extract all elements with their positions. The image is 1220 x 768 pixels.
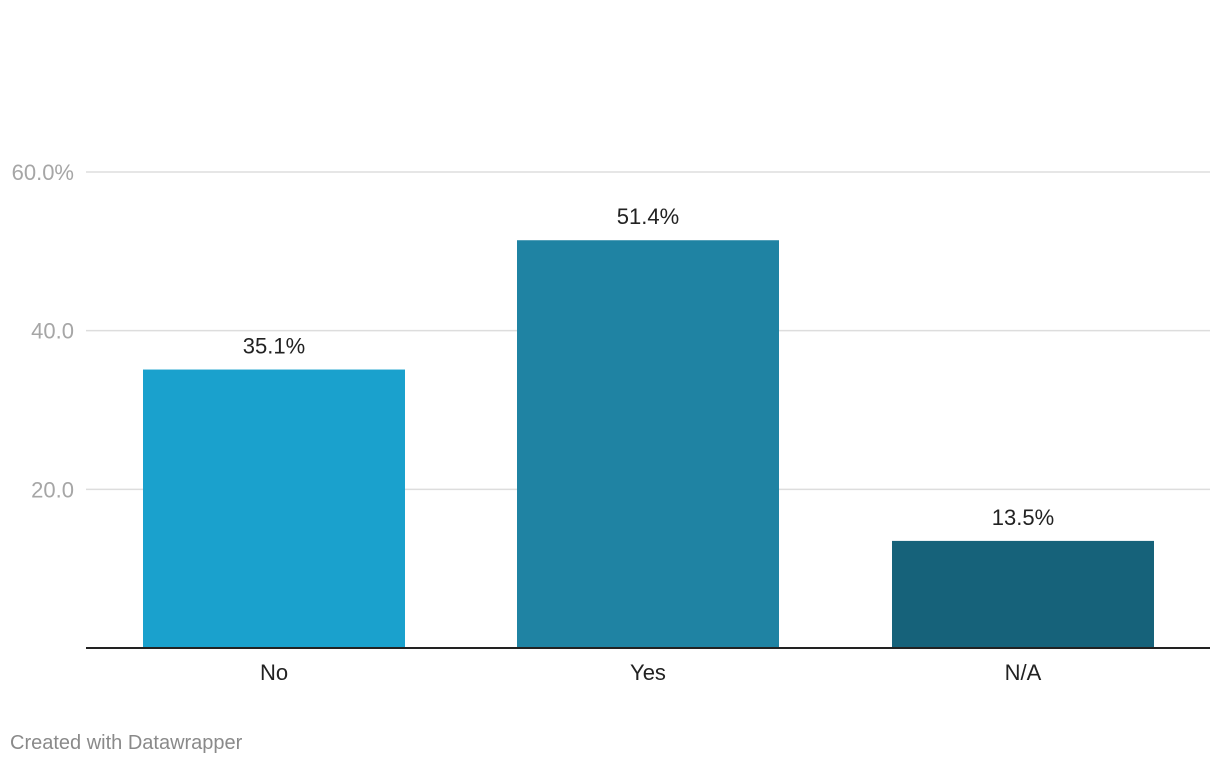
bar-yes [517,240,779,648]
bar-value-label: 35.1% [243,334,305,359]
bar-n-a [892,540,1154,648]
value-labels: 35.1% 51.4% 13.5% [243,204,1054,530]
bar-value-label: 13.5% [992,505,1054,530]
category-label: No [260,660,288,685]
bars [143,240,1154,648]
category-label: N/A [1005,660,1042,685]
category-label: Yes [630,660,666,685]
category-labels: No Yes N/A [260,660,1042,685]
bar-no [143,369,405,648]
chart-credit: Created with Datawrapper [10,732,243,754]
y-tick-label: 60.0% [12,160,74,185]
y-tick-label: 40.0 [31,319,74,344]
y-tick-label: 20.0 [31,477,74,502]
bar-value-label: 51.4% [617,204,679,229]
